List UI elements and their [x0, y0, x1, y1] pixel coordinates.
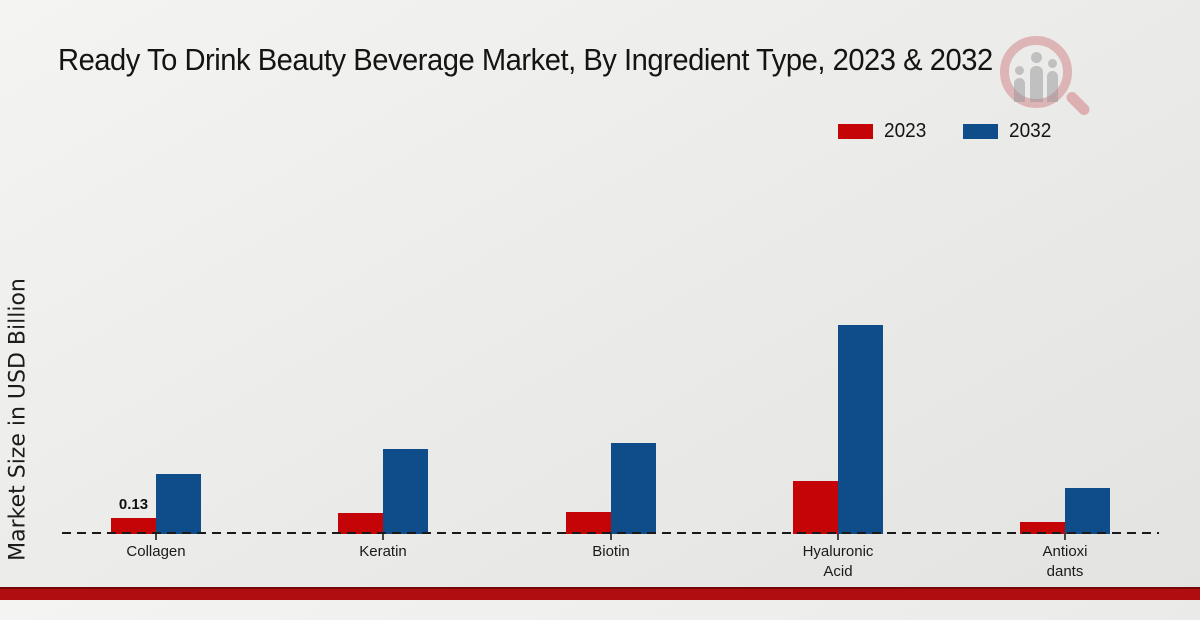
category-label: Collagen	[126, 543, 186, 560]
legend-item-2032: 2032	[962, 120, 1054, 143]
legend-label-2023: 2023	[884, 120, 927, 142]
baseline-dashed-line	[62, 532, 1159, 534]
legend-label-2032: 2032	[1008, 120, 1051, 142]
category-label: Biotin	[592, 543, 630, 560]
axis-tick	[155, 534, 157, 540]
person-head-icon	[1031, 52, 1042, 63]
person-head-icon	[1048, 59, 1057, 68]
bar-2032-collagen	[156, 474, 201, 534]
axis-tick	[610, 534, 612, 540]
page-title: Ready To Drink Beauty Beverage Market, B…	[58, 42, 993, 77]
category-label: Hyaluronic Acid	[802, 543, 874, 580]
bar-2023-hyaluronic-acid	[793, 481, 838, 534]
magnifier-ring-icon	[1000, 36, 1072, 108]
person-head-icon	[1015, 66, 1024, 75]
person-bar-icon	[1014, 78, 1025, 102]
bar-2023-antioxidants	[1020, 522, 1065, 534]
legend-swatch-2023	[838, 124, 873, 139]
plot-area: Collagen Keratin Biotin Hyaluronic Acid Anti…	[62, 325, 1159, 580]
brand-watermark-icon	[998, 28, 1098, 120]
bar-2032-antioxidants	[1065, 488, 1110, 534]
legend: 2023 2032	[838, 120, 1053, 143]
legend-swatch-2032	[962, 124, 998, 139]
bar-value-label: 0.13	[118, 496, 149, 513]
axis-tick	[837, 534, 839, 540]
person-bar-icon	[1047, 71, 1058, 102]
bottom-accent-strip	[0, 587, 1200, 600]
bar-2023-keratin	[338, 513, 383, 534]
category-label: Antioxi dants	[1042, 543, 1088, 580]
legend-item-2023: 2023	[838, 120, 929, 143]
person-bar-icon	[1030, 66, 1043, 102]
bar-2023-collagen	[111, 518, 156, 534]
axis-tick	[382, 534, 384, 540]
axis-tick	[1064, 534, 1066, 540]
bar-2023-biotin	[566, 512, 611, 534]
bar-2032-keratin	[383, 449, 428, 534]
bar-2032-biotin	[611, 443, 656, 534]
category-label: Keratin	[359, 543, 407, 560]
bar-2032-hyaluronic-acid	[838, 325, 883, 534]
